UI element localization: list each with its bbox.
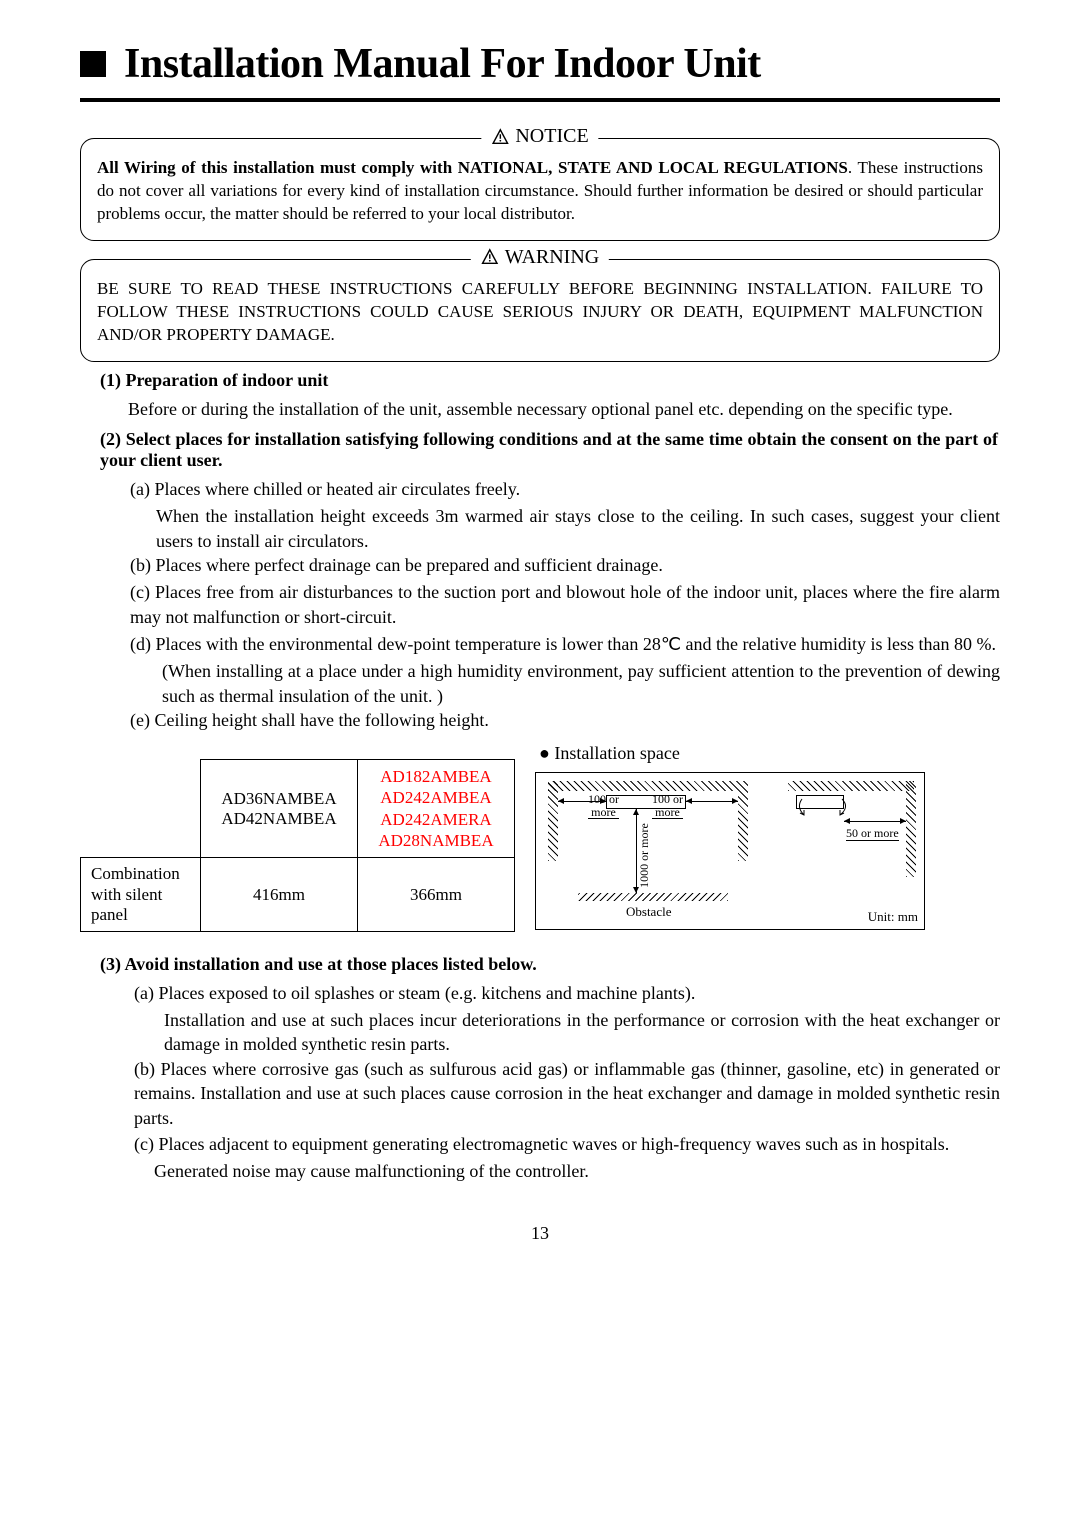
- dim-text: more: [588, 806, 619, 819]
- arrow-left-icon: [844, 818, 850, 824]
- sec2-e: (e) Ceiling height shall have the follow…: [130, 708, 1000, 733]
- table-diagram-row: AD36NAMBEA AD42NAMBEA AD182AMBEA AD242AM…: [80, 743, 1000, 932]
- sec3-c: (c) Places adjacent to equipment generat…: [134, 1132, 1000, 1156]
- sec3-c-cont: Generated noise may cause malfunctioning…: [134, 1159, 1000, 1183]
- model: AD182AMBEA: [368, 766, 504, 787]
- section-3-head: (3) Avoid installation and use at those …: [80, 954, 1000, 975]
- airflow-icon: [794, 793, 854, 819]
- notice-label-text: NOTICE: [515, 125, 588, 148]
- sec2-d-cont: (When installing at a place under a high…: [130, 659, 1000, 709]
- warning-triangle-icon: [481, 248, 499, 266]
- section-1-head: (1) Preparation of indoor unit: [80, 370, 1000, 391]
- table-val2: 366mm: [358, 858, 515, 932]
- arrow-left-icon: [686, 798, 692, 804]
- diagram-title: ● Installation space: [539, 743, 1000, 764]
- table-val1: 416mm: [201, 858, 358, 932]
- dim-line: [844, 821, 906, 822]
- dim-text: 100 or: [652, 793, 683, 806]
- warning-box: WARNING BE SURE TO READ THESE INSTRUCTIO…: [80, 259, 1000, 362]
- row-label: Combination with silent panel: [81, 858, 201, 932]
- notice-box: NOTICE All Wiring of this installation m…: [80, 138, 1000, 241]
- warning-label: WARNING: [471, 246, 609, 269]
- dim-line: [686, 801, 738, 802]
- section-3-list: (a) Places exposed to oil splashes or st…: [80, 981, 1000, 1183]
- model: AD242AMERA: [368, 809, 504, 830]
- sec3-c-text: (c) Places adjacent to equipment generat…: [134, 1132, 1000, 1156]
- dim-text: more: [652, 806, 683, 819]
- page-title: Installation Manual For Indoor Unit: [124, 40, 761, 88]
- title-square-icon: [80, 51, 106, 77]
- model: AD28NAMBEA: [368, 830, 504, 851]
- sec3-a: (a) Places exposed to oil splashes or st…: [134, 981, 1000, 1005]
- sec2-d-text: (d) Places with the environmental dew-po…: [130, 632, 1000, 657]
- sec2-b: (b) Places where perfect drainage can be…: [130, 553, 1000, 578]
- sec2-c: (c) Places free from air disturbances to…: [130, 580, 1000, 630]
- title-rule: [80, 98, 1000, 102]
- floor-hatch: [578, 893, 728, 901]
- left-wall-hatch: [548, 781, 558, 861]
- sec2-a-cont: When the installation height exceeds 3m …: [130, 504, 1000, 554]
- table-row: Combination with silent panel 416mm 366m…: [81, 858, 515, 932]
- dim-label: 100 or more: [652, 793, 683, 819]
- model: AD36NAMBEA: [211, 789, 347, 809]
- sec2-a: (a) Places where chilled or heated air c…: [130, 477, 1000, 502]
- arrow-right-icon: [732, 798, 738, 804]
- empty-cell: [81, 760, 201, 858]
- warning-text: BE SURE TO READ THESE INSTRUCTIONS CAREF…: [97, 278, 983, 347]
- sec3-b-text: (b) Places where corrosive gas (such as …: [134, 1057, 1000, 1130]
- sec2-d: (d) Places with the environmental dew-po…: [130, 632, 1000, 657]
- notice-label: NOTICE: [481, 125, 598, 148]
- section-1-body: Before or during the installation of the…: [80, 397, 1000, 421]
- page-number: 13: [80, 1223, 1000, 1244]
- notice-text: All Wiring of this installation must com…: [97, 157, 983, 226]
- title-row: Installation Manual For Indoor Unit: [80, 40, 1000, 88]
- dim-label-v: 1000 or more: [637, 823, 652, 888]
- warning-label-text: WARNING: [505, 246, 599, 269]
- installation-space-diagram: 100 or more 100 or more 1000 or more Obs…: [535, 772, 925, 930]
- notice-bold: All Wiring of this installation must com…: [97, 158, 848, 177]
- section-2-list: (a) Places where chilled or heated air c…: [80, 477, 1000, 733]
- ceiling-hatch-r: [788, 781, 914, 791]
- arrow-down-icon: [633, 887, 639, 893]
- model: AD242AMBEA: [368, 787, 504, 808]
- sec2-c-text: (c) Places free from air disturbances to…: [130, 580, 1000, 630]
- section-3: (3) Avoid installation and use at those …: [80, 954, 1000, 1183]
- warning-triangle-icon: [491, 128, 509, 146]
- sec3-b: (b) Places where corrosive gas (such as …: [134, 1057, 1000, 1130]
- arrow-left-icon: [558, 798, 564, 804]
- dim-label: 100 or more: [588, 793, 619, 819]
- right-wall-hatch: [738, 781, 748, 861]
- unit-label: Unit: mm: [868, 910, 918, 924]
- models-col1: AD36NAMBEA AD42NAMBEA: [201, 760, 358, 858]
- sec3-a-cont: Installation and use at such places incu…: [134, 1008, 1000, 1057]
- dim-label: 50 or more: [846, 827, 899, 841]
- models-col2: AD182AMBEA AD242AMBEA AD242AMERA AD28NAM…: [358, 760, 515, 858]
- spec-table: AD36NAMBEA AD42NAMBEA AD182AMBEA AD242AM…: [80, 759, 515, 932]
- table-row: AD36NAMBEA AD42NAMBEA AD182AMBEA AD242AM…: [81, 760, 515, 858]
- model: AD42NAMBEA: [211, 809, 347, 829]
- ceiling-hatch: [548, 781, 748, 791]
- obstacle-label: Obstacle: [626, 905, 671, 919]
- diagram-wrap: ● Installation space 100 or more: [535, 743, 1000, 930]
- dim-text: 100 or: [588, 793, 619, 806]
- right-wall-hatch-r: [906, 781, 916, 877]
- arrow-right-icon: [900, 818, 906, 824]
- section-2-head: (2) Select places for installation satis…: [80, 429, 1000, 471]
- arrow-up-icon: [633, 809, 639, 815]
